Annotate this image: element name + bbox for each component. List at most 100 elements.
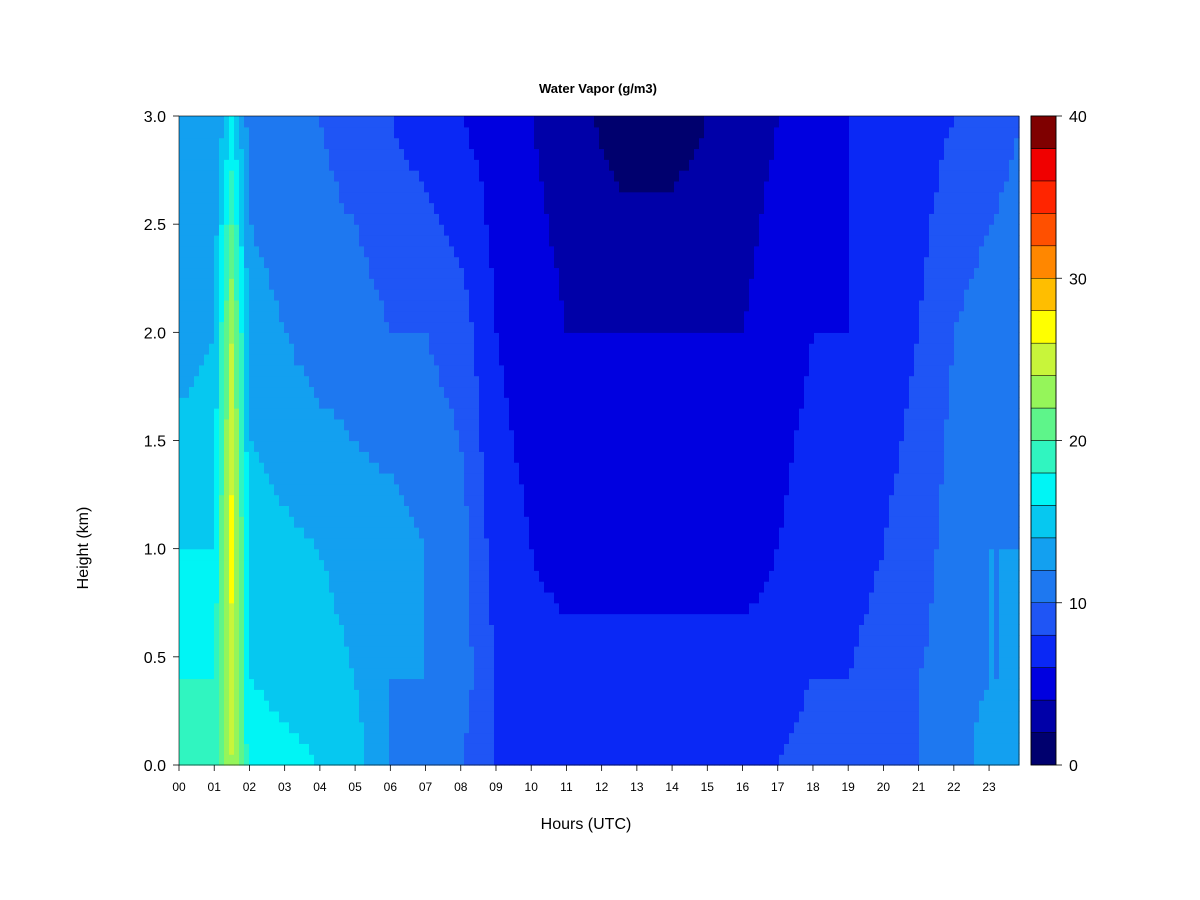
heatmap-cell (454, 624, 460, 636)
heatmap-cell (589, 126, 595, 139)
heatmap-cell (559, 483, 565, 496)
heatmap-cell (374, 678, 380, 690)
heatmap-cell (294, 278, 300, 290)
heatmap-cell (279, 148, 285, 160)
heatmap-cell (334, 721, 340, 734)
heatmap-cell (484, 548, 490, 561)
heatmap-cell (509, 245, 515, 258)
heatmap-cell (464, 635, 470, 647)
heatmap-cell (349, 581, 355, 593)
heatmap-cell (574, 537, 580, 550)
heatmap-cell (294, 289, 300, 301)
heatmap-cell (384, 667, 390, 680)
heatmap-cell (419, 386, 425, 398)
heatmap-cell (199, 234, 205, 247)
heatmap-cell (384, 656, 390, 669)
heatmap-cell (509, 451, 515, 463)
heatmap-cell (249, 602, 255, 615)
heatmap-cell (469, 570, 475, 582)
heatmap-cell (229, 678, 235, 690)
heatmap-cell (229, 267, 235, 279)
heatmap-cell (434, 299, 440, 312)
heatmap-cell (184, 710, 190, 723)
heatmap-cell (574, 483, 580, 496)
heatmap-cell (284, 505, 290, 517)
heatmap-cell (489, 397, 495, 409)
heatmap-cell (589, 213, 595, 225)
heatmap-cell (554, 202, 560, 214)
heatmap-cell (229, 591, 235, 604)
heatmap-cell (514, 689, 520, 701)
heatmap-cell (249, 202, 255, 214)
heatmap-cell (419, 624, 425, 636)
heatmap-cell (189, 353, 195, 366)
heatmap-cell (259, 440, 265, 452)
heatmap-cell (349, 245, 355, 258)
heatmap-cell (239, 646, 245, 658)
heatmap-cell (384, 137, 390, 150)
heatmap-cell (329, 743, 335, 755)
heatmap-cell (274, 462, 280, 474)
heatmap-cell (319, 386, 325, 398)
heatmap-cell (189, 256, 195, 269)
heatmap-cell (214, 440, 220, 452)
heatmap-cell (529, 429, 535, 442)
heatmap-cell (214, 581, 220, 593)
heatmap-cell (289, 591, 295, 604)
heatmap-cell (554, 537, 560, 550)
heatmap-cell (314, 386, 320, 398)
heatmap-cell (314, 527, 320, 539)
heatmap-cell (424, 570, 430, 582)
heatmap-cell (469, 646, 475, 658)
heatmap-cell (219, 678, 225, 690)
heatmap-cell (179, 483, 185, 496)
heatmap-cell (274, 613, 280, 625)
heatmap-cell (354, 159, 360, 171)
heatmap-cell (359, 202, 365, 214)
heatmap-cell (559, 310, 565, 323)
heatmap-cell (514, 191, 520, 204)
heatmap-cell (339, 527, 345, 539)
heatmap-cell (464, 364, 470, 377)
heatmap-cell (409, 364, 415, 377)
heatmap-cell (289, 180, 295, 193)
heatmap-cell (419, 202, 425, 214)
heatmap-cell (539, 429, 545, 442)
heatmap-cell (334, 451, 340, 463)
heatmap-cell (224, 310, 230, 323)
heatmap-cell (409, 667, 415, 680)
heatmap-cell (559, 689, 565, 701)
heatmap-cell (539, 559, 545, 571)
heatmap-cell (544, 126, 550, 139)
heatmap-cell (349, 278, 355, 290)
heatmap-cell (239, 537, 245, 550)
heatmap-cell (429, 332, 435, 344)
heatmap-cell (274, 678, 280, 690)
heatmap-cell (314, 191, 320, 204)
heatmap-cell (439, 180, 445, 193)
heatmap-cell (434, 527, 440, 539)
heatmap-cell (259, 180, 265, 193)
heatmap-cell (579, 364, 585, 377)
heatmap-cell (509, 624, 515, 636)
heatmap-cell (294, 494, 300, 506)
heatmap-cell (584, 180, 590, 193)
heatmap-cell (199, 224, 205, 236)
heatmap-cell (334, 224, 340, 236)
heatmap-cell (519, 245, 525, 258)
heatmap-cell (259, 732, 265, 744)
heatmap-cell (454, 202, 460, 214)
heatmap-cell (399, 213, 405, 225)
heatmap-cell (254, 624, 260, 636)
heatmap-cell (499, 591, 505, 604)
heatmap-cell (424, 234, 430, 247)
heatmap-cell (404, 332, 410, 344)
heatmap-cell (514, 202, 520, 214)
heatmap-cell (459, 148, 465, 160)
heatmap-cell (254, 126, 260, 139)
heatmap-cell (274, 483, 280, 496)
heatmap-cell (209, 754, 215, 766)
heatmap-cell (524, 743, 530, 755)
heatmap-cell (459, 386, 465, 398)
heatmap-cell (474, 213, 480, 225)
